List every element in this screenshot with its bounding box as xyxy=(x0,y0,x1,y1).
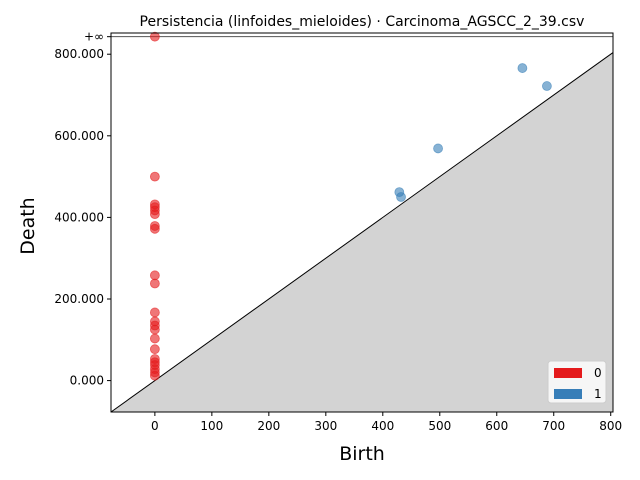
x-tick-label: 200 xyxy=(257,419,280,433)
infinity-tick-label: +∞ xyxy=(84,30,104,44)
x-axis: 0 100 200 300 400 500 600 700 800 xyxy=(151,412,622,433)
y-axis: 0.000 200.000 400.000 600.000 800.000 +∞ xyxy=(54,30,111,388)
point-h0 xyxy=(149,307,160,318)
y-tick-label: 400.000 xyxy=(54,210,104,224)
legend-swatch-0 xyxy=(554,368,582,378)
x-tick-label: 100 xyxy=(200,419,223,433)
plot-area xyxy=(110,31,614,413)
legend-swatch-1 xyxy=(554,389,582,399)
point-h0 xyxy=(149,171,160,182)
x-tick-label: 800 xyxy=(599,419,622,433)
y-axis-label: Death xyxy=(17,197,39,254)
legend-label-0: 0 xyxy=(594,366,602,380)
y-tick-label: 200.000 xyxy=(54,292,104,306)
point-h0 xyxy=(149,370,160,381)
plot-frame xyxy=(110,32,614,413)
y-tick-label: 800.000 xyxy=(54,47,104,61)
point-h1 xyxy=(433,143,443,154)
x-tick-label: 400 xyxy=(371,419,394,433)
point-h0 xyxy=(149,278,160,289)
point-h0 xyxy=(149,223,160,234)
point-h0 xyxy=(149,324,160,335)
x-tick-label: 700 xyxy=(542,419,565,433)
legend-label-1: 1 xyxy=(594,387,602,401)
point-h0 xyxy=(149,31,160,42)
x-tick-label: 500 xyxy=(428,419,451,433)
point-h0 xyxy=(149,333,160,344)
x-tick-label: 300 xyxy=(314,419,337,433)
x-tick-label: 0 xyxy=(151,419,159,433)
x-tick-label: 600 xyxy=(485,419,508,433)
x-axis-label: Birth xyxy=(339,443,385,465)
point-h0 xyxy=(149,344,160,355)
diagonal-line xyxy=(110,52,614,413)
point-h0 xyxy=(149,270,160,281)
y-tick-label: 600.000 xyxy=(54,129,104,143)
chart-title: Persistencia (linfoides_mieloides) · Car… xyxy=(140,14,585,30)
legend: 01 xyxy=(547,360,607,404)
point-h0 xyxy=(149,209,160,220)
point-h1 xyxy=(542,81,552,91)
point-h1 xyxy=(517,63,528,73)
y-tick-label: 0.000 xyxy=(70,374,104,388)
point-h1 xyxy=(396,192,406,202)
